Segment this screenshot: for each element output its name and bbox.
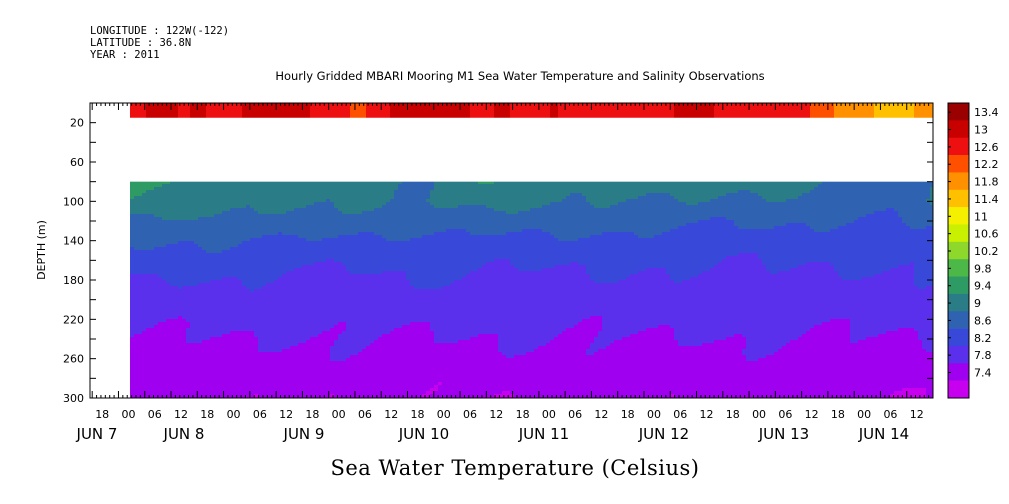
x-hour-tick-label: 06 — [568, 408, 582, 421]
colorbar-swatch — [948, 380, 969, 399]
colorbar-swatch — [948, 224, 969, 243]
colorbar-swatch — [948, 363, 969, 381]
x-day-label: JUN 14 — [858, 425, 909, 443]
y-tick-label: 20 — [70, 117, 84, 130]
colorbar-swatch — [948, 241, 969, 260]
colorbar-label: 7.4 — [974, 366, 992, 379]
colorbar-swatch — [948, 276, 969, 295]
colorbar-label: 12.2 — [974, 158, 999, 171]
x-hour-tick-label: 18 — [831, 408, 845, 421]
x-hour-tick-label: 00 — [752, 408, 766, 421]
colorbar-swatch — [948, 328, 969, 347]
x-hour-tick-label: 06 — [778, 408, 792, 421]
x-hour-tick-label: 00 — [647, 408, 661, 421]
colorbar-label: 11.4 — [974, 193, 999, 206]
x-hour-tick-label: 18 — [305, 408, 319, 421]
year-label: YEAR : 2011 — [90, 49, 160, 61]
x-hour-tick-label: 12 — [489, 408, 503, 421]
x-hour-tick-label: 12 — [279, 408, 293, 421]
x-hour-tick-label: 12 — [594, 408, 608, 421]
x-hour-tick-label: 06 — [673, 408, 687, 421]
colorbar-swatch — [948, 207, 969, 225]
x-day-label: JUN 7 — [76, 425, 118, 443]
variable-title: Sea Water Temperature (Celsius) — [330, 456, 700, 480]
x-hour-tick-label: 06 — [883, 408, 897, 421]
chart-title: Hourly Gridded MBARI Mooring M1 Sea Wate… — [275, 69, 765, 83]
x-hour-tick-label: 18 — [621, 408, 635, 421]
x-hour-tick-label: 00 — [857, 408, 871, 421]
colorbar-swatch — [948, 137, 969, 156]
colorbar-label: 11.8 — [974, 176, 999, 189]
x-day-label: JUN 13 — [758, 425, 809, 443]
x-hour-tick-label: 12 — [805, 408, 819, 421]
colorbar-label: 10.6 — [974, 228, 999, 241]
colorbar-label: 12.6 — [974, 141, 999, 154]
x-hour-tick-label: 18 — [410, 408, 424, 421]
colorbar-swatch — [948, 259, 969, 277]
x-day-label: JUN 10 — [398, 425, 449, 443]
colorbar-label: 9.8 — [974, 262, 992, 275]
longitude-label: LONGITUDE : 122W(-122) — [90, 25, 230, 37]
colorbar-label: 13.4 — [974, 106, 999, 119]
colorbar-label: 13 — [974, 124, 988, 137]
colorbar-label: 9.4 — [974, 280, 992, 293]
colorbar-label: 8.6 — [974, 314, 992, 327]
colorbar-label: 7.8 — [974, 349, 992, 362]
x-axis: 18 00 06 12 18 00 06 12 18 00 06 12 18 00 06 12 18 00 06 12… — [76, 103, 930, 443]
x-day-label: JUN 12 — [638, 425, 689, 443]
y-tick-label: 300 — [63, 392, 84, 405]
x-day-label: JUN 9 — [283, 425, 325, 443]
colorbar-swatch — [948, 311, 969, 329]
colorbar-label: 10.2 — [974, 245, 999, 258]
latitude-label: LATITUDE : 36.8N — [90, 37, 192, 49]
colorbar-label: 11 — [974, 210, 988, 223]
y-tick-label: 180 — [63, 274, 84, 287]
heatmap-field — [130, 103, 933, 398]
x-hour-tick-label: 00 — [121, 408, 135, 421]
x-hour-tick-label: 00 — [332, 408, 346, 421]
colorbar-label: 8.2 — [974, 332, 992, 345]
x-hour-tick-label: 06 — [253, 408, 267, 421]
y-tick-label: 260 — [63, 353, 84, 366]
x-day-label: JUN 8 — [163, 425, 205, 443]
x-hour-tick-label: 12 — [384, 408, 398, 421]
x-hour-tick-label: 00 — [542, 408, 556, 421]
x-hour-tick-label: 00 — [437, 408, 451, 421]
colorbar-swatch — [948, 103, 969, 121]
x-hour-tick-label: 06 — [148, 408, 162, 421]
y-tick-label: 60 — [70, 156, 84, 169]
colorbar-swatch — [948, 345, 969, 364]
x-hour-tick-label: 12 — [174, 408, 188, 421]
x-hour-tick-label: 18 — [516, 408, 530, 421]
colorbar: 13.4 13 12.6 12.2 11.8 11.4 11 10.6 10.2 9.8 9.4 9 8… — [947, 102, 999, 399]
colorbar-swatch — [948, 120, 969, 139]
x-hour-tick-label: 00 — [227, 408, 241, 421]
colorbar-swatch — [948, 172, 969, 191]
x-hour-tick-label: 06 — [463, 408, 477, 421]
data-gap — [130, 117, 933, 182]
x-hour-tick-label: 06 — [358, 408, 372, 421]
x-hour-tick-label: 18 — [95, 408, 109, 421]
y-tick-label: 220 — [63, 313, 84, 326]
x-hour-tick-label: 18 — [726, 408, 740, 421]
x-day-label: JUN 11 — [518, 425, 569, 443]
plot-frame — [89, 102, 934, 399]
x-hour-tick-label: 12 — [910, 408, 924, 421]
colorbar-swatch — [948, 293, 969, 312]
y-axis: 20 60 100 140 180 220 260 300 — [63, 102, 933, 405]
y-tick-label: 140 — [63, 235, 84, 248]
colorbar-swatch — [948, 189, 969, 208]
x-hour-tick-label: 12 — [700, 408, 714, 421]
y-axis-label: DEPTH (m) — [35, 220, 48, 280]
colorbar-label: 9 — [974, 297, 981, 310]
y-tick-label: 100 — [63, 195, 84, 208]
x-hour-tick-label: 18 — [200, 408, 214, 421]
colorbar-swatch — [948, 155, 969, 173]
